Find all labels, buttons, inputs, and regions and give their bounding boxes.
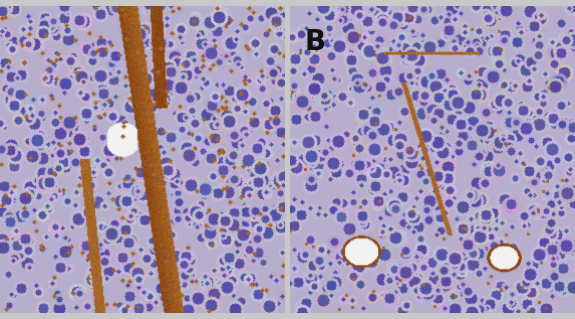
Text: B: B (305, 28, 325, 56)
